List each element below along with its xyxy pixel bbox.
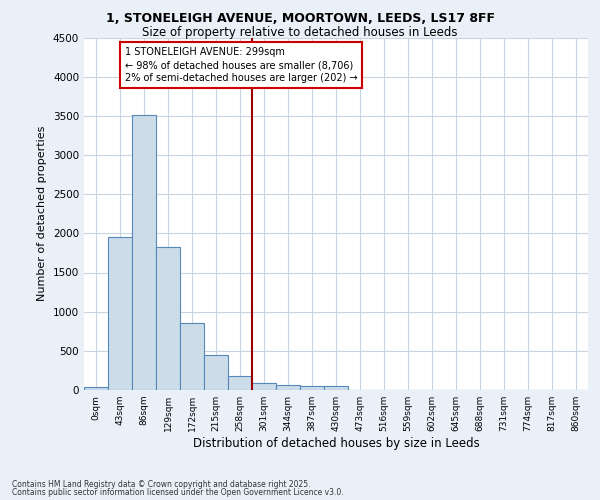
Bar — [324, 386, 348, 390]
Bar — [204, 355, 228, 390]
Bar — [84, 387, 108, 390]
Bar — [180, 322, 204, 390]
Text: Contains HM Land Registry data © Crown copyright and database right 2025.: Contains HM Land Registry data © Crown c… — [12, 480, 311, 489]
Bar — [156, 248, 180, 390]
Text: 1, STONELEIGH AVENUE, MOORTOWN, LEEDS, LS17 8FF: 1, STONELEIGH AVENUE, MOORTOWN, LEEDS, L… — [106, 12, 494, 26]
X-axis label: Distribution of detached houses by size in Leeds: Distribution of detached houses by size … — [193, 437, 479, 450]
Bar — [276, 386, 300, 390]
Text: 1 STONELEIGH AVENUE: 299sqm
← 98% of detached houses are smaller (8,706)
2% of s: 1 STONELEIGH AVENUE: 299sqm ← 98% of det… — [125, 47, 358, 84]
Y-axis label: Number of detached properties: Number of detached properties — [37, 126, 47, 302]
Bar — [108, 238, 132, 390]
Bar — [228, 376, 252, 390]
Text: Size of property relative to detached houses in Leeds: Size of property relative to detached ho… — [142, 26, 458, 39]
Bar — [252, 383, 276, 390]
Bar — [132, 115, 156, 390]
Bar — [300, 386, 324, 390]
Text: Contains public sector information licensed under the Open Government Licence v3: Contains public sector information licen… — [12, 488, 344, 497]
